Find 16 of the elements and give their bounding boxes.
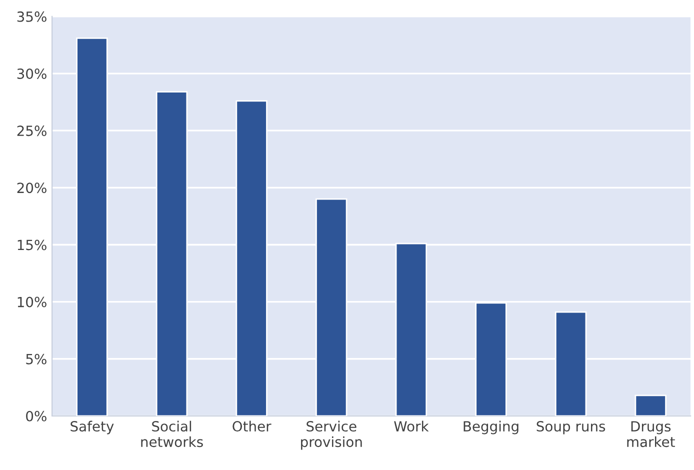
x-tick-label: Soup runs (536, 421, 606, 434)
y-tick-label: 20% (17, 182, 46, 194)
y-tick-label: 30% (17, 68, 46, 79)
y-tick-label: 35% (17, 11, 46, 22)
y-tick-label: 15% (18, 240, 46, 250)
x-tick-label: Begging (464, 420, 518, 434)
y-tick-label: 5% (26, 354, 46, 364)
x-tick-label: Work (394, 420, 429, 432)
y-tick-label: 25% (17, 126, 46, 136)
x-tick-label: Other (232, 420, 272, 432)
x-tick-label: Safety (70, 420, 114, 434)
x-tick-label: Social networks (141, 420, 203, 448)
x-tick-label: Drugs market (627, 421, 675, 448)
y-tick-label: 10% (18, 296, 46, 308)
y-tick-label: 0% (26, 410, 46, 422)
x-tick-label: Service provision (301, 420, 362, 450)
